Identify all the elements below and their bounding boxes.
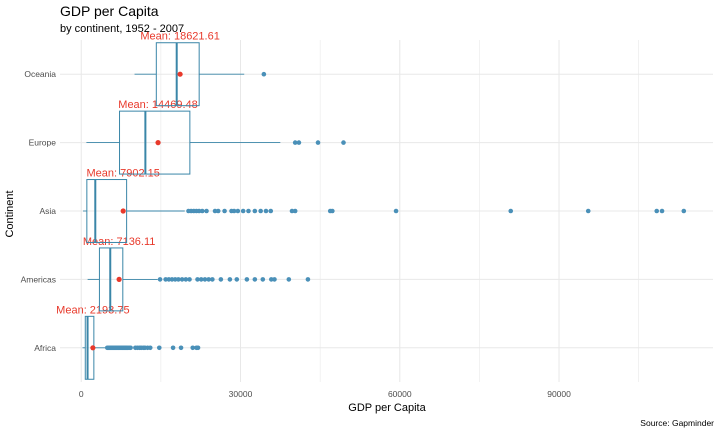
- chart-title: GDP per Capita: [60, 3, 159, 19]
- outlier-point: [252, 208, 258, 214]
- outlier-point: [258, 208, 263, 214]
- box-group: Mean: 2193.75: [56, 304, 201, 380]
- outlier-point: [268, 208, 274, 214]
- outlier-point: [222, 208, 227, 214]
- x-tick-label: 0: [79, 389, 84, 399]
- outlier-point: [179, 277, 185, 282]
- outlier-point: [654, 208, 660, 214]
- mean-point: [90, 345, 96, 351]
- y-tick-label: Asia: [39, 206, 56, 216]
- y-axis-ticks: Africa Americas Asia Europe Oceania: [21, 69, 57, 353]
- outlier-point: [183, 277, 189, 282]
- mean-point: [116, 276, 122, 282]
- box: [119, 110, 191, 175]
- outlier-point: [289, 208, 295, 214]
- outlier-point: [163, 277, 168, 282]
- x-tick-label: 60000: [388, 389, 412, 399]
- box-series: Mean: 2193.75 Mean: 7136.11 Mean: 7902.15 M…: [56, 31, 687, 380]
- outlier-point: [166, 277, 172, 282]
- y-tick-label: Oceania: [24, 69, 56, 79]
- outlier-point: [215, 208, 221, 214]
- outlier-point: [240, 208, 246, 214]
- x-tick-label: 90000: [547, 389, 571, 399]
- outlier-point: [263, 208, 269, 214]
- outlier-point: [169, 277, 175, 282]
- outlier-point: [260, 277, 266, 282]
- mean-label: Mean: 18621.61: [140, 31, 220, 43]
- outlier-point: [272, 277, 277, 282]
- outlier-point: [252, 277, 258, 282]
- outlier-point: [261, 71, 267, 77]
- outlier-point: [235, 208, 241, 214]
- outlier-point: [157, 277, 163, 282]
- outlier-point: [170, 345, 176, 351]
- outlier-point: [231, 208, 237, 214]
- outlier-point: [305, 277, 311, 282]
- outlier-point: [330, 208, 335, 214]
- outlier-point: [176, 277, 181, 282]
- outlier-point: [187, 277, 192, 282]
- outlier-point: [393, 208, 399, 214]
- x-tick-label: 30000: [229, 389, 253, 399]
- outlier-point: [196, 208, 202, 214]
- outlier-point: [206, 277, 211, 282]
- outlier-point: [212, 208, 218, 214]
- outlier-point: [218, 277, 224, 282]
- outlier-point: [156, 345, 162, 351]
- outlier-point: [246, 208, 251, 214]
- outlier-point: [315, 140, 321, 145]
- box: [86, 179, 128, 243]
- mean-label: Mean: 2193.75: [56, 304, 129, 316]
- outlier-point: [234, 277, 240, 282]
- outlier-point: [268, 277, 274, 282]
- outlier-point: [172, 277, 178, 282]
- mean-point: [155, 140, 161, 146]
- mean-label: Mean: 7902.15: [86, 168, 159, 180]
- outlier-point: [204, 208, 209, 214]
- box: [155, 42, 200, 107]
- box-group: Mean: 7902.15: [82, 168, 687, 243]
- box-group: Mean: 7136.11: [83, 236, 311, 312]
- outlier-point: [210, 277, 215, 282]
- mean-label: Mean: 7136.11: [83, 236, 156, 248]
- outlier-point: [195, 277, 200, 282]
- outlier-point: [244, 277, 250, 282]
- outlier-point: [292, 208, 298, 214]
- outlier-point: [341, 140, 346, 145]
- box-group: Mean: 18621.61: [134, 31, 267, 107]
- outlier-point: [178, 345, 184, 351]
- outlier-point: [190, 345, 196, 351]
- y-tick-label: Americas: [21, 274, 56, 284]
- outlier-point: [195, 345, 201, 351]
- chart-caption: Source: Gapminder: [640, 418, 714, 428]
- box-group: Mean: 14469.48: [86, 99, 346, 175]
- outlier-point: [508, 208, 514, 214]
- outlier-point: [681, 208, 687, 214]
- outlier-point: [585, 208, 591, 214]
- x-axis-title: GDP per Capita: [348, 402, 426, 414]
- chart-subtitle: by continent, 1952 - 2007: [60, 23, 184, 35]
- outlier-point: [296, 140, 302, 145]
- outlier-point: [199, 208, 205, 214]
- outlier-point: [128, 345, 133, 351]
- y-tick-label: Africa: [34, 343, 56, 353]
- outlier-point: [227, 277, 233, 282]
- outlier-point: [292, 140, 298, 145]
- y-tick-label: Europe: [29, 138, 57, 148]
- mean-point: [120, 208, 126, 214]
- outlier-point: [659, 208, 665, 214]
- mean-label: Mean: 14469.48: [118, 99, 198, 111]
- mean-point: [177, 71, 183, 77]
- outlier-point: [286, 277, 292, 282]
- grid-lines: [60, 40, 713, 382]
- y-axis-title: Continent: [4, 190, 16, 237]
- outlier-point: [198, 277, 204, 282]
- outlier-point: [202, 277, 208, 282]
- x-axis-ticks: 0 30000 60000 90000: [79, 389, 571, 399]
- outlier-point: [147, 345, 153, 351]
